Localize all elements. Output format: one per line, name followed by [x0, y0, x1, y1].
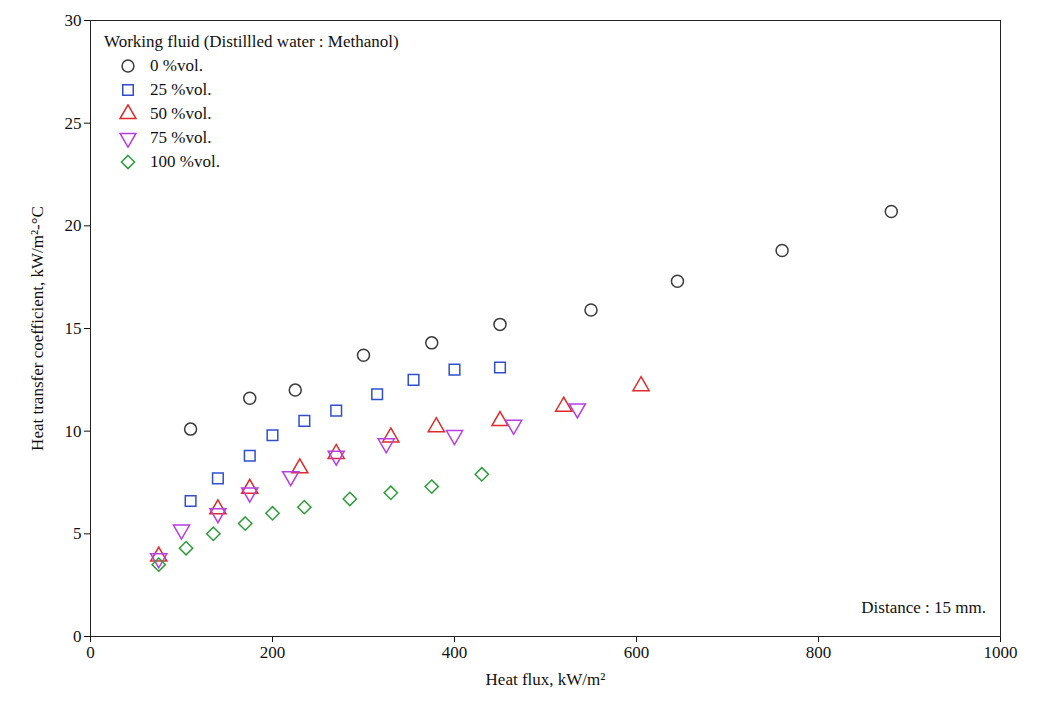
html-text:25 %vol.: 25 %vol.	[150, 80, 212, 99]
html-text:75 %vol.: 75 %vol.	[150, 128, 212, 147]
svg-text:15: 15	[65, 319, 82, 338]
svg-text:5: 5	[73, 524, 82, 543]
svg-text:10: 10	[65, 422, 82, 441]
svg-text:800: 800	[806, 643, 832, 662]
svg-text:Heat transfer coefficient, kW/: Heat transfer coefficient, kW/m²-°C	[28, 206, 47, 451]
svg-text:30: 30	[65, 11, 82, 30]
html-text:0 %vol.: 0 %vol.	[150, 56, 203, 75]
svg-text:25: 25	[65, 114, 82, 133]
svg-text:400: 400	[442, 643, 468, 662]
svg-text:Heat flux, kW/m²: Heat flux, kW/m²	[486, 670, 606, 689]
svg-text:200: 200	[260, 643, 286, 662]
html-text:Working fluid (Distillled wate: Working fluid (Distillled water : Methan…	[104, 32, 399, 51]
svg-text:1000: 1000	[984, 643, 1018, 662]
html-text:Distance : 15 mm.: Distance : 15 mm.	[861, 598, 986, 617]
html-text:100 %vol.: 100 %vol.	[150, 152, 220, 171]
svg-text:600: 600	[624, 643, 650, 662]
svg-text:0: 0	[86, 643, 95, 662]
svg-text:20: 20	[65, 216, 82, 235]
html-text:50 %vol.: 50 %vol.	[150, 104, 212, 123]
svg-text:0: 0	[73, 627, 82, 646]
